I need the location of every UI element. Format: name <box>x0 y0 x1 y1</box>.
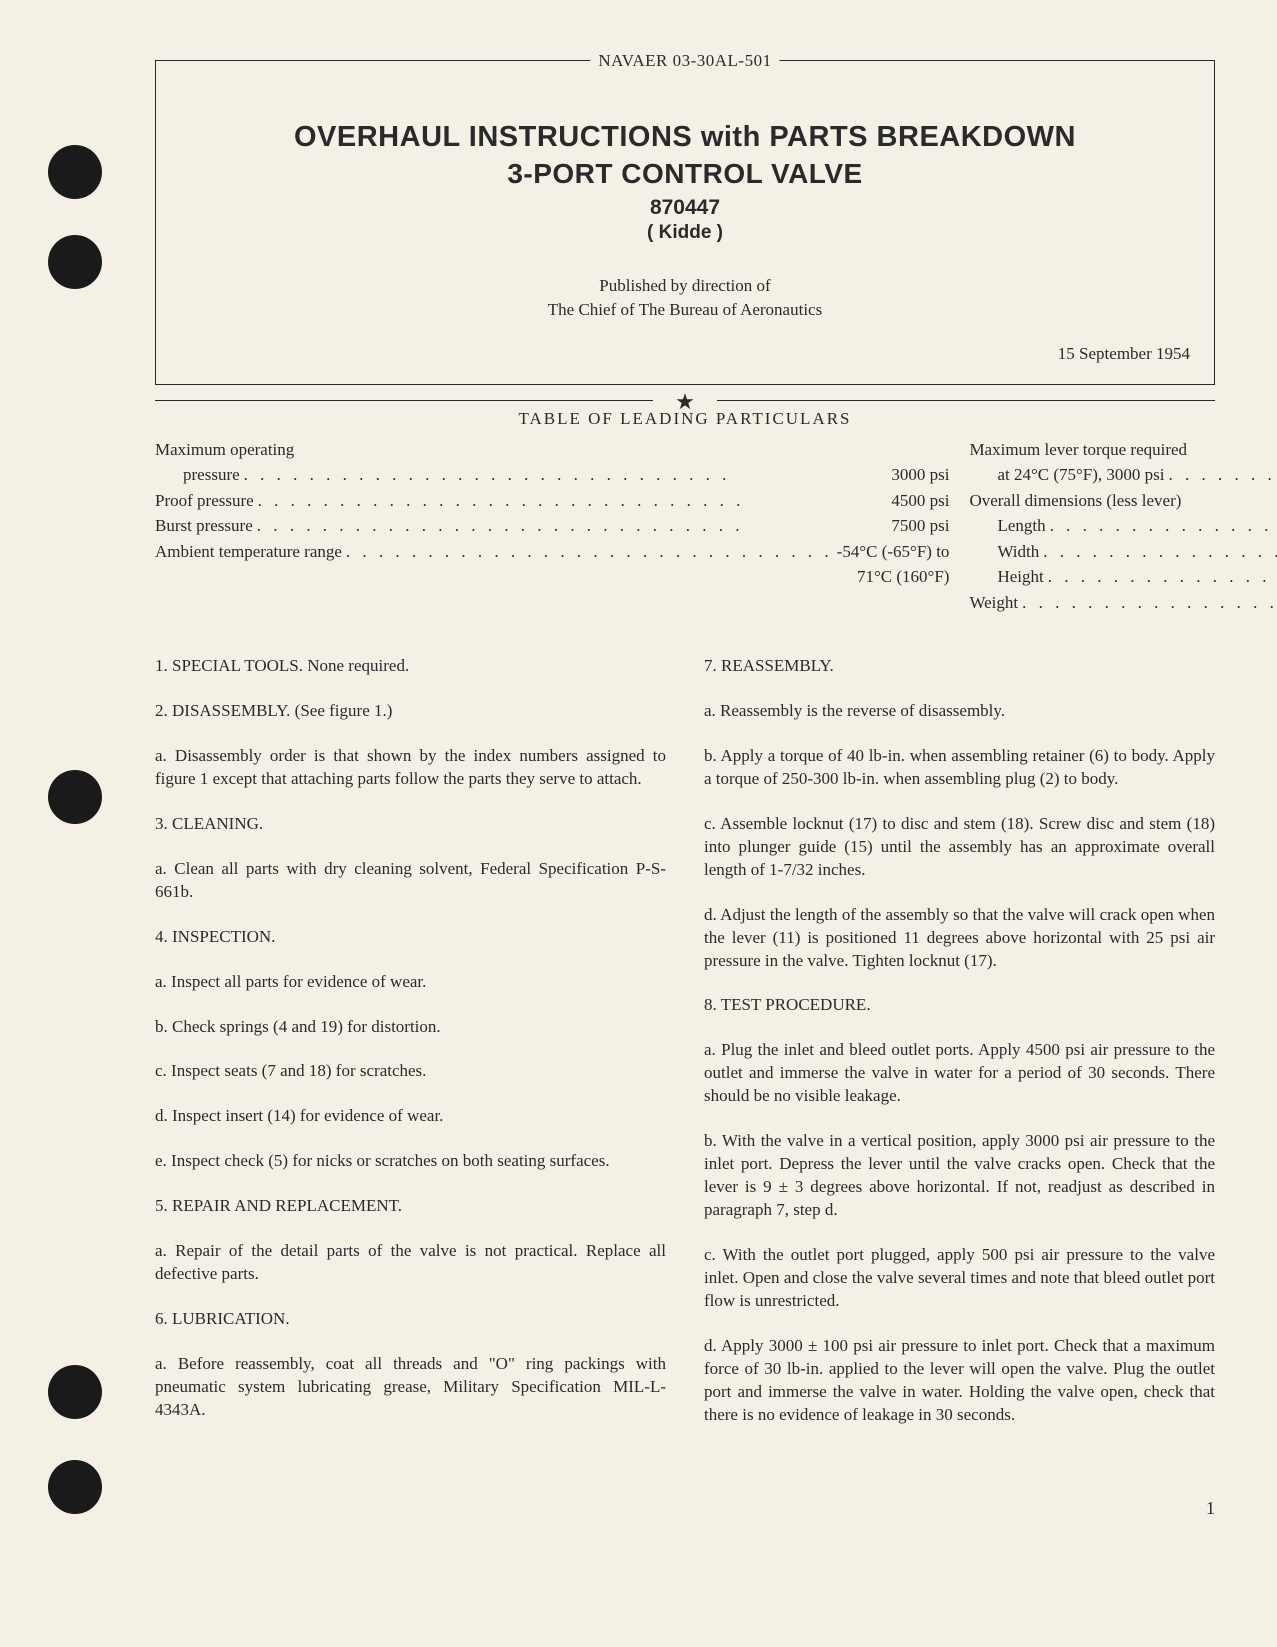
body-paragraph: b. Apply a torque of 40 lb-in. when asse… <box>704 745 1215 791</box>
body-paragraph: c. Assemble locknut (17) to disc and ste… <box>704 813 1215 882</box>
body-paragraph: 5. REPAIR AND REPLACEMENT. <box>155 1195 666 1218</box>
publisher-line1: Published by direction of <box>599 276 770 295</box>
leader-dots <box>240 462 892 488</box>
body-paragraph: d. Adjust the length of the assembly so … <box>704 904 1215 973</box>
particulars-label: Length <box>969 513 1045 539</box>
body-left-column: 1. SPECIAL TOOLS. None required. 2. DISAS… <box>155 655 666 1448</box>
punch-hole <box>48 770 102 824</box>
particulars-label: Height <box>969 564 1043 590</box>
punch-hole <box>48 235 102 289</box>
particulars-row: Height4-1/32 in. <box>969 564 1277 590</box>
particulars-label: Weight <box>969 590 1018 616</box>
body-paragraph: 6. LUBRICATION. <box>155 1308 666 1331</box>
particulars-value: 7500 psi <box>891 513 949 539</box>
particulars-row: Length1-15/32 in. <box>969 513 1277 539</box>
body-paragraph: c. With the outlet port plugged, apply 5… <box>704 1244 1215 1313</box>
particulars-value: 4500 psi <box>891 488 949 514</box>
particulars-row: Maximum lever torque required <box>969 437 1277 463</box>
publication-date: 15 September 1954 <box>176 344 1194 364</box>
body-paragraph: 3. CLEANING. <box>155 813 666 836</box>
body-paragraph: 8. TEST PROCEDURE. <box>704 994 1215 1017</box>
particulars-row: Burst pressure 7500 psi <box>155 513 949 539</box>
particulars-table: Maximum operatingpressure3000 psiProof p… <box>155 437 1215 616</box>
particulars-label: Proof pressure <box>155 488 254 514</box>
particulars-value: -54°C (-65°F) to <box>837 539 950 565</box>
particulars-label: Burst pressure <box>155 513 253 539</box>
body-paragraph: d. Apply 3000 ± 100 psi air pressure to … <box>704 1335 1215 1427</box>
body-paragraph: 2. DISASSEMBLY. (See figure 1.) <box>155 700 666 723</box>
leader-dots <box>1044 564 1277 590</box>
particulars-row: Maximum operating <box>155 437 949 463</box>
body-paragraph: a. Before reassembly, coat all threads a… <box>155 1353 666 1422</box>
particulars-row: WeightApprox 0.50 lb <box>969 590 1277 616</box>
leader-dots <box>254 488 892 514</box>
particulars-row: Overall dimensions (less lever) <box>969 488 1277 514</box>
body-paragraph: c. Inspect seats (7 and 18) for scratche… <box>155 1060 666 1083</box>
body-columns: 1. SPECIAL TOOLS. None required. 2. DISAS… <box>155 655 1215 1448</box>
body-paragraph: d. Inspect insert (14) for evidence of w… <box>155 1105 666 1128</box>
particulars-value: 3000 psi <box>891 462 949 488</box>
particulars-right: Maximum lever torque requiredat 24°C (75… <box>969 437 1277 616</box>
body-paragraph: 1. SPECIAL TOOLS. None required. <box>155 655 666 678</box>
part-number: 870447 <box>176 196 1194 220</box>
manufacturer: ( Kidde ) <box>176 222 1194 244</box>
header-box: NAVAER 03-30AL-501 OVERHAUL INSTRUCTIONS… <box>155 60 1215 385</box>
title-sub: 3-PORT CONTROL VALVE <box>176 158 1194 190</box>
particulars-label: Maximum lever torque required <box>969 437 1187 463</box>
body-paragraph: e. Inspect check (5) for nicks or scratc… <box>155 1150 666 1173</box>
body-paragraph: a. Clean all parts with dry cleaning sol… <box>155 858 666 904</box>
star-icon: ★ <box>675 391 695 413</box>
punch-hole <box>48 145 102 199</box>
leader-dots <box>1039 539 1277 565</box>
body-paragraph: a. Plug the inlet and bleed outlet ports… <box>704 1039 1215 1108</box>
leader-dots <box>1018 590 1277 616</box>
particulars-left: Maximum operatingpressure3000 psiProof p… <box>155 437 949 616</box>
particulars-label: Maximum operating <box>155 437 294 463</box>
punch-hole <box>48 1365 102 1419</box>
body-paragraph: 7. REASSEMBLY. <box>704 655 1215 678</box>
leader-dots <box>1046 513 1277 539</box>
leader-dots <box>253 513 892 539</box>
leader-dots <box>342 539 837 565</box>
particulars-value-cont: 71°C (160°F) <box>155 564 949 590</box>
divider-star: ★ <box>155 393 1215 407</box>
particulars-row: Proof pressure 4500 psi <box>155 488 949 514</box>
particulars-label: Overall dimensions (less lever) <box>969 488 1181 514</box>
particulars-row: pressure 3000 psi <box>155 462 949 488</box>
publisher: Published by direction of The Chief of T… <box>176 274 1194 322</box>
body-paragraph: b. Check springs (4 and 19) for distorti… <box>155 1016 666 1039</box>
title-main: OVERHAUL INSTRUCTIONS with PARTS BREAKDO… <box>176 121 1194 154</box>
particulars-row: Width1 in. <box>969 539 1277 565</box>
body-paragraph: 4. INSPECTION. <box>155 926 666 949</box>
document-id: NAVAER 03-30AL-501 <box>590 51 779 71</box>
particulars-label: Width <box>969 539 1039 565</box>
leader-dots <box>1165 462 1277 488</box>
body-paragraph: a. Reassembly is the reverse of disassem… <box>704 700 1215 723</box>
particulars-label: at 24°C (75°F), 3000 psi <box>969 462 1164 488</box>
page-content: NAVAER 03-30AL-501 OVERHAUL INSTRUCTIONS… <box>155 60 1215 1449</box>
particulars-row: Ambient temperature range -54°C (-65°F) t… <box>155 539 949 565</box>
body-paragraph: a. Inspect all parts for evidence of wea… <box>155 971 666 994</box>
particulars-label: Ambient temperature range <box>155 539 342 565</box>
body-paragraph: b. With the valve in a vertical position… <box>704 1130 1215 1222</box>
body-right-column: 7. REASSEMBLY. a. Reassembly is the rever… <box>704 655 1215 1448</box>
body-paragraph: a. Disassembly order is that shown by th… <box>155 745 666 791</box>
particulars-label: pressure <box>155 462 240 488</box>
particulars-row: at 24°C (75°F), 3000 psi30 lb-in. <box>969 462 1277 488</box>
publisher-line2: The Chief of The Bureau of Aeronautics <box>548 300 822 319</box>
body-paragraph: a. Repair of the detail parts of the val… <box>155 1240 666 1286</box>
punch-hole <box>48 1460 102 1514</box>
page-number: 1 <box>1206 1498 1215 1519</box>
